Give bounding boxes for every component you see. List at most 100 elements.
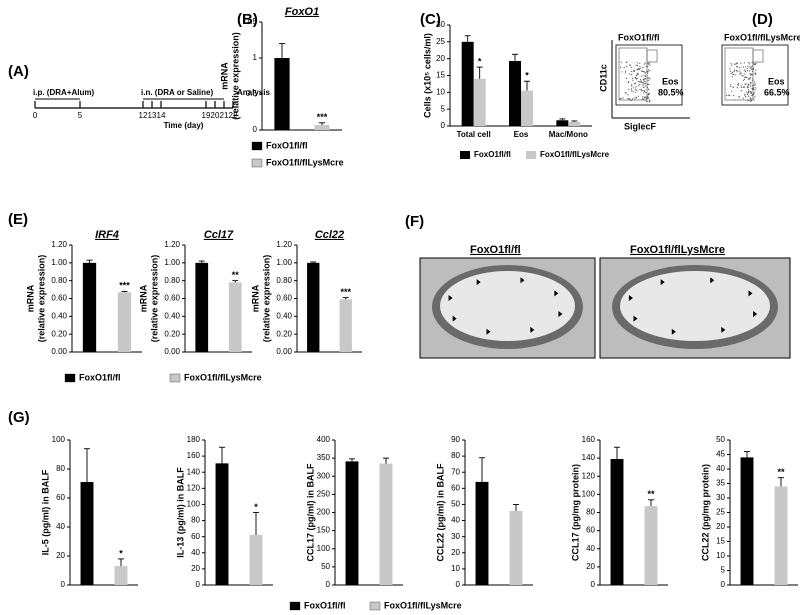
arrowhead: [558, 310, 563, 317]
flow-dot: [645, 65, 647, 67]
legend-swatch: [169, 373, 181, 383]
flow-dot: [750, 100, 753, 102]
y-tick-label: 350: [317, 453, 331, 462]
flow-percent: 80.5%: [658, 87, 684, 97]
flow-dot: [636, 62, 638, 64]
flow-dot: [738, 96, 740, 98]
panel-label: (D): [752, 11, 773, 28]
flow-dot: [737, 66, 739, 68]
timeline-day: 0: [33, 111, 38, 120]
y-tick-label: 80: [191, 516, 200, 525]
bar: [509, 510, 523, 585]
y-tick-label: 40: [56, 522, 65, 531]
legend-label: FoxO1fl/flLysMcre: [266, 157, 344, 167]
flow-dot: [750, 92, 752, 94]
flow-dot: [643, 63, 645, 65]
y-tick-label: 0: [456, 580, 461, 589]
flow-dot: [626, 65, 628, 67]
bar: [644, 506, 658, 585]
flow-dot: [648, 100, 650, 102]
flow-dot: [745, 66, 747, 68]
y-axis-label: CCL17 (pg/ml) in BALF: [305, 463, 315, 561]
y-axis-label: Cells (x10⁵ cells/ml): [422, 33, 432, 118]
flow-dot: [753, 99, 755, 101]
flow-dot: [735, 63, 737, 65]
y-tick-label: 10: [451, 564, 460, 573]
bar: [114, 566, 128, 585]
flow-dot: [634, 82, 637, 84]
flow-dot: [639, 83, 641, 85]
flow-dot: [634, 98, 636, 100]
flow-dot: [639, 88, 641, 91]
panel-label: (E): [8, 211, 28, 228]
flow-title: FoxO1fl/fl: [618, 32, 660, 42]
flow-dot: [754, 84, 756, 86]
flow-dot: [647, 97, 649, 99]
panel-label: (G): [8, 409, 30, 426]
flow-dot: [727, 94, 729, 96]
arrowhead: [710, 277, 715, 284]
flow-dot: [643, 78, 645, 80]
y-axis-label: mRNA: [219, 62, 229, 90]
legend-label: FoxO1fl/fl: [474, 150, 511, 159]
flow-dot: [644, 96, 646, 98]
y-tick-label: 120: [582, 471, 596, 480]
bar: [475, 481, 489, 585]
y-axis-label: (relative expression): [261, 255, 271, 343]
flow-gate: [646, 49, 658, 63]
flow-dot: [638, 68, 640, 71]
flow-dot: [745, 83, 747, 85]
arrowhead: [753, 310, 758, 317]
flow-dot: [745, 71, 747, 73]
y-tick-label: 100: [52, 435, 66, 444]
flow-dot: [645, 91, 647, 94]
flow-dot: [736, 71, 738, 73]
flow-dot: [632, 90, 634, 92]
legend-label: FoxO1fl/flLysMcre: [184, 372, 262, 382]
histology-title: FoxO1fl/flLysMcre: [630, 244, 725, 256]
y-tick-label: 30: [716, 493, 725, 502]
flow-dot: [635, 88, 637, 90]
y-tick-label: 0: [61, 580, 66, 589]
arrowhead: [486, 328, 491, 335]
y-axis-label: CCL17 (pg/mg protein): [570, 464, 580, 561]
flow-dot: [631, 70, 633, 73]
flow-dot: [733, 70, 735, 73]
flow-dot: [628, 88, 630, 91]
flow-dot: [734, 74, 736, 76]
y-tick-label: 100: [582, 489, 596, 498]
flow-dot: [640, 80, 642, 82]
y-tick-label: 1: [253, 53, 258, 62]
timeline-axis-label: Time (day): [164, 121, 204, 130]
airway-lumen: [440, 271, 575, 341]
flow-dot: [750, 81, 752, 84]
flow-dot: [633, 70, 635, 73]
flow-dot: [742, 66, 744, 68]
y-tick-label: 80: [451, 451, 460, 460]
flow-dot: [739, 73, 741, 75]
flow-dot: [748, 84, 750, 86]
flow-dot: [649, 64, 651, 66]
flow-dot: [753, 81, 756, 83]
flow-dot: [646, 100, 648, 103]
flow-dot: [730, 72, 732, 75]
flow-dot: [621, 71, 623, 73]
flow-dot: [627, 81, 630, 84]
flow-dot: [748, 70, 751, 72]
flow-y-label: CD11c: [598, 64, 608, 92]
y-tick-label: 400: [317, 435, 331, 444]
flow-dot: [754, 89, 756, 91]
arrowhead: [520, 277, 525, 284]
y-axis-label: mRNA: [25, 284, 35, 312]
flow-dot: [749, 100, 751, 102]
flow-dot: [630, 100, 632, 102]
y-axis-label: (relative expression): [230, 32, 240, 120]
timeline-day: 19: [202, 111, 211, 120]
flow-dot: [730, 85, 732, 88]
flow-dot: [754, 96, 756, 98]
bar: [339, 299, 352, 352]
flow-dot: [736, 86, 739, 89]
flow-dot: [640, 90, 642, 92]
flow-frame: [615, 44, 683, 106]
flow-dot: [639, 62, 641, 64]
